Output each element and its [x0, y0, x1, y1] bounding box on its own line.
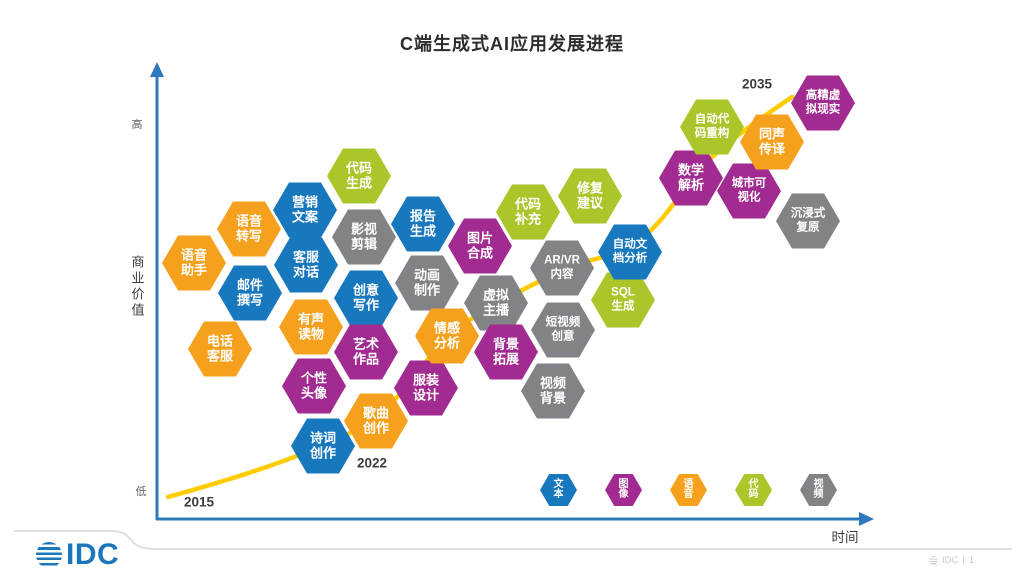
legend-item-image: 图像 [605, 474, 642, 506]
milestone-year-label: 2035 [741, 76, 773, 92]
footer-separator: | [962, 555, 965, 566]
legend-item-text: 文本 [540, 474, 577, 506]
app-hexagon: 城市可 视化 [717, 163, 781, 219]
x-axis-arrow-icon [859, 512, 874, 526]
app-hexagon: 修复 建议 [558, 168, 622, 224]
footer-divider-line [14, 530, 1012, 550]
legend: 文本图像语音代码视频 [540, 474, 837, 506]
app-hexagon: AR/VR 内容 [530, 240, 594, 296]
idc-logo: IDC [36, 538, 119, 572]
y-axis-low-label: 低 [135, 486, 147, 498]
footer-page-number: 1 [968, 555, 974, 566]
app-hexagon: 视频 背景 [521, 363, 585, 419]
y-axis-high-label: 高 [131, 119, 143, 131]
app-hexagon: 自动代 码重构 [680, 99, 744, 155]
footer-brand: IDC [941, 555, 959, 566]
app-hexagon: 沉浸式 复原 [776, 193, 840, 249]
idc-mini-globe-icon [928, 556, 938, 565]
idc-globe-icon [36, 542, 62, 568]
app-hexagon: 高精虚 拟现实 [791, 75, 855, 131]
y-axis-title: 商业价值 [129, 255, 145, 319]
legend-item-voice: 语音 [670, 474, 707, 506]
app-hexagon: 自动文 档分析 [598, 224, 662, 280]
app-hexagon: 短视频 创意 [531, 302, 595, 358]
x-axis-title: 时间 [831, 530, 859, 545]
app-hexagon: 数学 解析 [659, 150, 723, 206]
milestone-year-label: 2015 [183, 494, 215, 510]
app-hexagon: 同声 传译 [740, 114, 804, 170]
y-axis-arrow-icon [150, 62, 164, 77]
legend-item-code: 代码 [735, 474, 772, 506]
legend-item-video: 视频 [800, 474, 837, 506]
app-hexagon: SQL 生成 [591, 272, 655, 328]
page-title: C端生成式AI应用发展进程 [400, 34, 624, 54]
idc-logo-text: IDC [66, 538, 120, 571]
footer-page-info: IDC | 1 [928, 555, 974, 566]
milestone-year-label: 2022 [356, 455, 388, 471]
